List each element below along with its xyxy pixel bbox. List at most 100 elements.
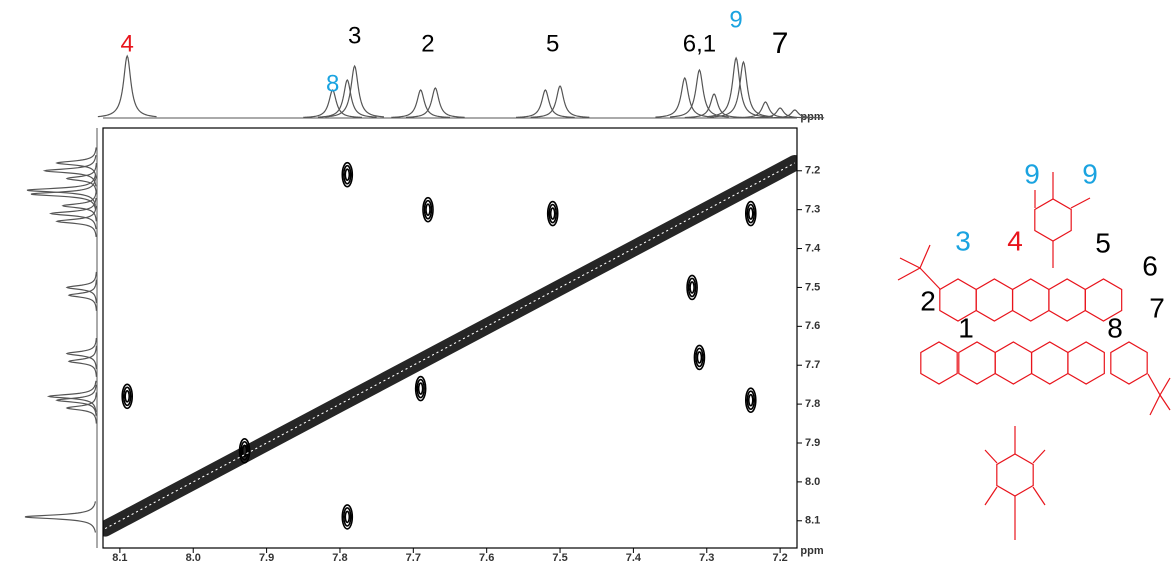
- peak-label: 4: [121, 30, 134, 57]
- left-trace-peak: [65, 392, 97, 424]
- left-trace-peak: [65, 162, 97, 195]
- left-trace-peak: [46, 380, 97, 412]
- top-trace-peak: [97, 54, 157, 118]
- contour-ring: [344, 510, 351, 524]
- y-tick-label: 7.7: [805, 359, 820, 371]
- cross-peak: [693, 344, 706, 371]
- left-trace-peak: [65, 271, 97, 304]
- contour-ring: [425, 203, 431, 216]
- peak-label: 9: [729, 6, 742, 33]
- cross-peak: [686, 274, 698, 301]
- cross-peak: [341, 161, 354, 188]
- ring: [1048, 278, 1086, 322]
- contour-ring: [417, 382, 424, 395]
- peak-label: 3: [348, 22, 361, 49]
- ring: [920, 341, 958, 385]
- left-trace-peak: [55, 205, 97, 237]
- x-tick-label: 7.5: [552, 552, 567, 563]
- ring: [1011, 278, 1050, 322]
- x-tick-label: 7.4: [626, 552, 642, 563]
- top-trace-peak: [405, 87, 465, 118]
- bond: [1032, 486, 1046, 506]
- bond: [919, 244, 931, 269]
- y-tick-label: 7.8: [805, 398, 820, 410]
- contour-ring: [686, 274, 698, 301]
- top-trace-peak: [655, 76, 715, 118]
- structure-label: 7: [1149, 292, 1165, 323]
- bond: [1032, 449, 1046, 464]
- bond: [1159, 377, 1171, 396]
- structure-label: 1: [958, 312, 974, 343]
- peak-label: 8: [326, 70, 339, 97]
- top-trace-peak: [706, 56, 766, 118]
- contour-ring: [744, 387, 757, 414]
- y-tick-label: 7.5: [805, 281, 820, 293]
- cross-peak: [341, 504, 354, 530]
- ring: [1067, 341, 1105, 385]
- x-tick-label: 8.1: [112, 552, 127, 563]
- left-trace-peak: [61, 190, 97, 222]
- contour-ring: [546, 200, 559, 227]
- ring: [1084, 278, 1123, 322]
- ring: [1030, 341, 1069, 385]
- structure-label: 2: [920, 285, 936, 316]
- top-trace-peak: [391, 89, 451, 118]
- y-tick-label: 8.1: [805, 515, 820, 527]
- x-tick-label: 7.3: [699, 552, 714, 563]
- contour-ring: [124, 390, 131, 403]
- structure-label: 9: [1082, 158, 1098, 189]
- left-trace-peak: [24, 501, 97, 533]
- contour-ring: [414, 375, 427, 402]
- contour-ring: [696, 351, 703, 364]
- y-tick-label: 7.2: [805, 165, 820, 177]
- peak-label: 5: [546, 30, 559, 57]
- bond: [1070, 197, 1091, 209]
- top-trace-peak: [325, 64, 385, 118]
- structure-label: 5: [1095, 227, 1111, 258]
- top-trace-peak: [750, 107, 810, 119]
- peak-label: 6,1: [683, 30, 716, 57]
- contour-ring: [744, 200, 757, 227]
- contour-ring: [122, 386, 132, 407]
- left-trace-peak: [30, 178, 97, 210]
- top-trace-peak: [765, 109, 825, 119]
- ring: [994, 341, 1033, 385]
- contour-ring: [747, 207, 754, 220]
- ring: [958, 341, 996, 385]
- cross-peak: [744, 200, 757, 227]
- contour-ring: [342, 164, 352, 185]
- contour-ring: [344, 168, 351, 181]
- cross-peak: [744, 387, 757, 414]
- x-tick-label: 7.9: [259, 552, 274, 563]
- bond: [1147, 373, 1161, 396]
- left-trace-peak: [55, 147, 97, 179]
- x-tick-label: 7.7: [406, 552, 421, 563]
- contour-ring: [746, 390, 756, 411]
- peak-label: 7: [772, 27, 789, 60]
- x-tick-label: 7.2: [772, 552, 787, 563]
- top-trace-peak: [714, 60, 773, 118]
- structure-label: 6: [1142, 250, 1158, 281]
- cross-peak: [414, 375, 427, 402]
- contour-ring: [689, 281, 695, 294]
- structure-label: 9: [1024, 158, 1040, 189]
- contour-ring: [342, 507, 352, 527]
- contour-ring: [121, 383, 134, 410]
- ring: [1034, 198, 1072, 242]
- left-trace-peak: [67, 279, 97, 311]
- peak-label: 2: [421, 30, 434, 57]
- contour-ring: [695, 347, 704, 368]
- bond: [1149, 394, 1161, 416]
- ring: [975, 278, 1014, 322]
- x-axis-label: ppm: [800, 545, 823, 557]
- cross-peak: [422, 196, 434, 223]
- structure-label: 4: [1007, 225, 1023, 256]
- y-tick-label: 7.6: [805, 320, 820, 332]
- bond: [919, 267, 941, 290]
- contour-ring: [422, 196, 434, 223]
- contour-ring: [747, 393, 754, 407]
- contour-ring: [423, 199, 433, 220]
- top-trace-peak: [515, 89, 575, 118]
